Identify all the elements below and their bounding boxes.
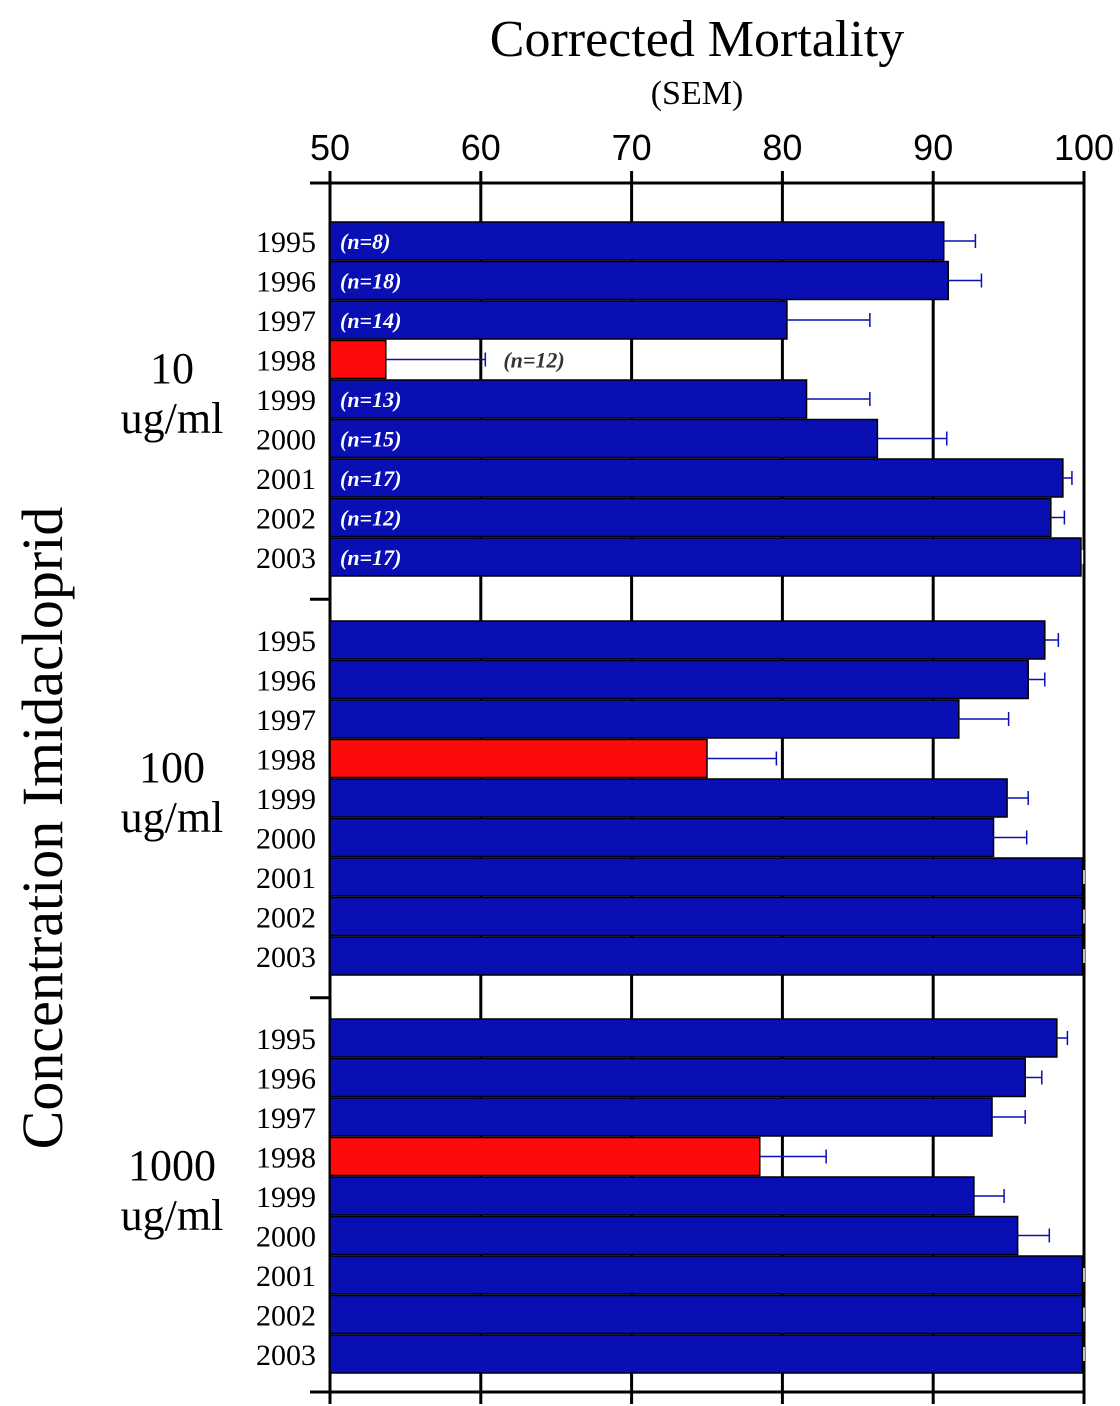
bar [329, 221, 945, 261]
x-tick-label: 90 [913, 127, 953, 168]
bar [329, 699, 960, 739]
year-label: 1999 [256, 783, 316, 816]
x-tick-label: 80 [762, 127, 802, 168]
year-label: 1998 [256, 744, 316, 777]
bar [329, 537, 1082, 577]
bar [329, 896, 1084, 937]
year-label: 1996 [256, 665, 316, 698]
bar [329, 1057, 1026, 1098]
year-label: 2002 [256, 503, 316, 536]
bar [329, 1334, 1084, 1374]
bar [329, 620, 1046, 660]
bar [329, 936, 1084, 976]
year-label: 2001 [256, 1260, 316, 1293]
year-label: 2001 [256, 862, 316, 895]
bar [329, 339, 387, 380]
year-label: 2002 [256, 902, 316, 935]
group-label-unit: ug/ml [121, 793, 224, 842]
bar [329, 418, 879, 459]
year-label: 2003 [256, 1339, 316, 1372]
group-label-concentration: 100 [139, 743, 205, 792]
n-label: (n=8) [340, 229, 390, 254]
year-label: 1998 [256, 1142, 316, 1175]
bar [329, 458, 1064, 498]
y-axis-title: Concentration Imidacloprid [10, 507, 75, 1150]
year-label: 1999 [256, 384, 316, 417]
bar [329, 778, 1008, 818]
x-tick-label: 50 [310, 127, 350, 168]
year-label: 1995 [256, 625, 316, 658]
n-label: (n=12) [503, 348, 564, 373]
year-label: 2003 [256, 941, 316, 974]
n-label: (n=13) [340, 387, 401, 412]
bar [329, 260, 950, 301]
n-label: (n=18) [340, 269, 401, 294]
year-label: 1999 [256, 1181, 316, 1214]
year-label: 1995 [256, 1023, 316, 1056]
bar [329, 857, 1084, 897]
group-label-concentration: 10 [150, 344, 194, 393]
group-label-concentration: 1000 [128, 1141, 216, 1190]
n-label: (n=15) [340, 427, 401, 452]
bar [329, 1215, 1019, 1256]
n-label: (n=14) [340, 308, 401, 333]
year-label: 2000 [256, 1221, 316, 1254]
n-label: (n=17) [340, 545, 401, 570]
bar [329, 300, 788, 340]
bar [329, 1097, 993, 1137]
x-tick-label: 70 [612, 127, 652, 168]
x-tick-label: 60 [461, 127, 501, 168]
year-label: 1995 [256, 226, 316, 259]
x-tick-label: 100 [1054, 127, 1114, 168]
year-label: 2000 [256, 424, 316, 457]
year-label: 2003 [256, 542, 316, 575]
year-label: 1997 [256, 305, 316, 338]
bar [329, 1255, 1084, 1295]
year-label: 2001 [256, 463, 316, 496]
bar [329, 659, 1029, 700]
chart-subtitle: (SEM) [651, 75, 744, 112]
year-label: 2000 [256, 823, 316, 856]
bar [329, 1136, 761, 1177]
n-label: (n=17) [340, 466, 401, 491]
n-label: (n=12) [340, 506, 401, 531]
year-label: 1998 [256, 345, 316, 378]
bar [329, 1294, 1084, 1335]
chart-title: Corrected Mortality [490, 11, 904, 68]
year-label: 1996 [256, 1063, 316, 1096]
year-label: 1997 [256, 1102, 316, 1135]
year-label: 2002 [256, 1300, 316, 1333]
bar [329, 1176, 975, 1216]
bar [329, 497, 1052, 538]
group-label-unit: ug/ml [121, 1191, 224, 1240]
group-label-unit: ug/ml [121, 394, 224, 443]
bar [329, 738, 708, 779]
bar [329, 817, 995, 858]
bar [329, 1018, 1058, 1058]
bar [329, 379, 808, 419]
year-label: 1997 [256, 704, 316, 737]
year-label: 1996 [256, 266, 316, 299]
